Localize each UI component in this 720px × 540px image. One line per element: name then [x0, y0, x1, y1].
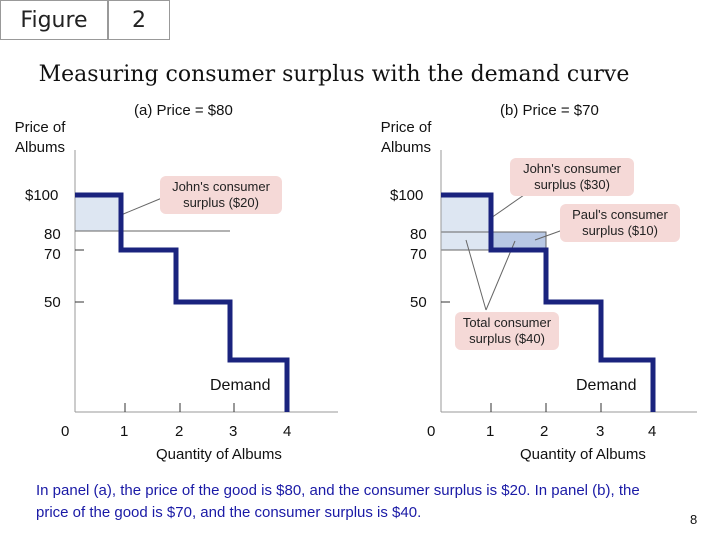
panel-b-total-surplus-note: Total consumer surplus ($40)	[455, 312, 559, 350]
figure-number: 2	[108, 0, 170, 40]
panel-b-xlabel: Quantity of Albums	[520, 446, 646, 463]
panel-b-ylabel: Price of Albums	[380, 119, 432, 156]
panel-a-xtick-2: 2	[175, 423, 183, 440]
panel-a-demand-label: Demand	[210, 377, 270, 394]
panel-b-xtick-4: 4	[648, 423, 656, 440]
panel-b-ytick-100: $100	[390, 187, 423, 204]
panel-b-paul-surplus-note: Paul's consumer surplus ($10)	[560, 204, 680, 242]
panel-a-john-surplus-note: John's consumer surplus ($20)	[160, 176, 282, 214]
panel-a-ylabel: Price of Albums	[14, 119, 66, 156]
panel-b-xtick-3: 3	[596, 423, 604, 440]
page-number: 8	[690, 512, 698, 527]
panel-b-xtick-1: 1	[486, 423, 494, 440]
panel-b-demand-label: Demand	[576, 377, 636, 394]
panel-a-heading: (a) Price = $80	[134, 102, 233, 119]
figure-label: Figure	[0, 0, 108, 40]
panel-b-demand-curve	[441, 192, 656, 412]
panel-b-heading: (b) Price = $70	[500, 102, 599, 119]
panel-b-john-pointer	[490, 194, 525, 219]
panel-a-ytick-100: $100	[25, 187, 58, 204]
panel-a-xtick-0: 0	[61, 423, 69, 440]
panel-b-plot: $100 80 70 50 0 1 2 3 4 Demand	[390, 150, 697, 440]
panel-a-ytick-70: 70	[44, 246, 61, 263]
panel-a-xtick-1: 1	[120, 423, 128, 440]
panel-a-john-surplus-area	[74, 194, 122, 232]
panel-b-ytick-80: 80	[410, 226, 427, 243]
panel-a-demand-curve	[75, 192, 290, 412]
panel-b-ytick-70: 70	[410, 246, 427, 263]
page-title: Measuring consumer surplus with the dema…	[38, 62, 630, 87]
figure-caption: In panel (a), the price of the good is $…	[36, 482, 640, 521]
panel-b-total-pointer	[465, 239, 487, 311]
panel-b-john-surplus-note: John's consumer surplus ($30)	[510, 158, 634, 196]
panel-a-annotation-pointer	[120, 197, 163, 216]
panel-b-xtick-2: 2	[540, 423, 548, 440]
panel-a-xtick-4: 4	[283, 423, 291, 440]
panel-a-ytick-80: 80	[44, 226, 61, 243]
panel-b-paul-surplus-area	[490, 231, 547, 251]
panel-b-john-surplus-area	[440, 194, 492, 233]
panel-a-plot: $100 80 70 50 0 1 2 3 4 Demand	[25, 150, 338, 440]
panel-b-xtick-0: 0	[427, 423, 435, 440]
panel-a-xlabel: Quantity of Albums	[156, 446, 282, 463]
panel-a-ytick-50: 50	[44, 294, 61, 311]
panel-b-ytick-50: 50	[410, 294, 427, 311]
panel-a-xtick-3: 3	[229, 423, 237, 440]
